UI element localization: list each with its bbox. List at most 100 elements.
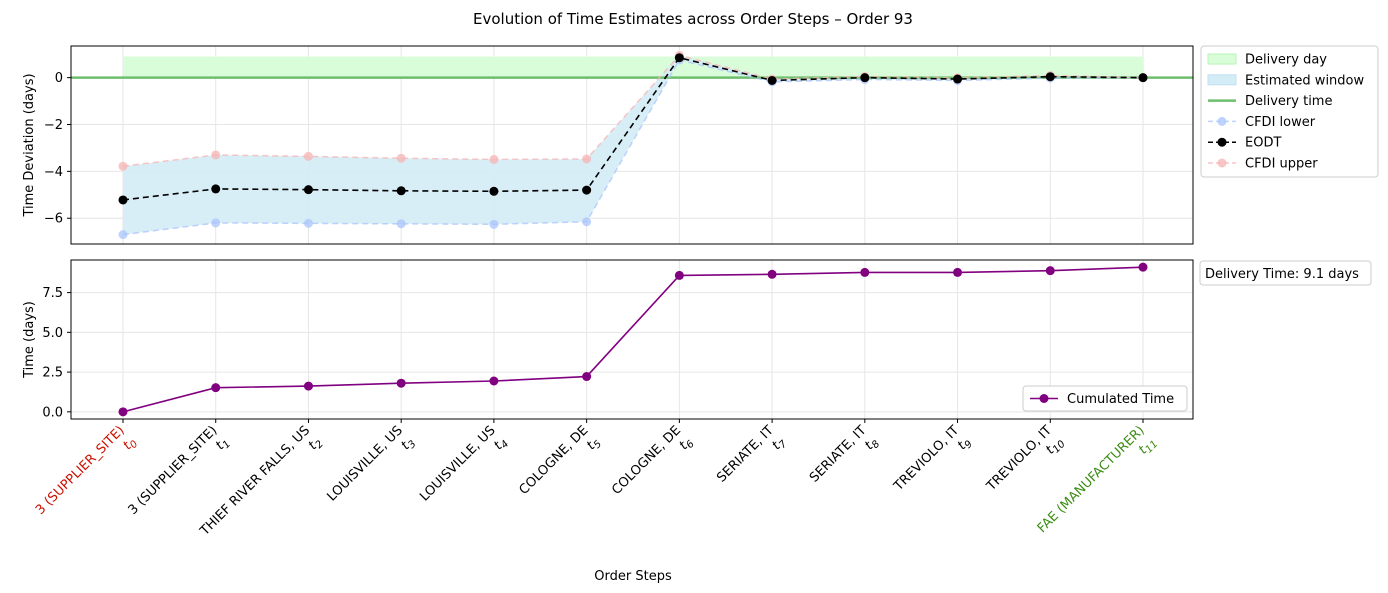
y-tick-label: 0.0 <box>42 405 63 420</box>
legend-marker <box>1039 394 1049 403</box>
estimated-window-area <box>123 55 1143 235</box>
x-tick-name: LOUISVILLE, US <box>325 423 406 504</box>
x-tick-subscript: 2 <box>314 439 326 451</box>
legend-marker <box>1217 158 1227 168</box>
x-tick-name: LOUISVILLE, US <box>417 423 498 504</box>
legend-label: CFDI lower <box>1245 115 1316 130</box>
x-tick-subscript: 10 <box>1051 439 1068 456</box>
y-tick-label: 5.0 <box>42 326 63 341</box>
top-axes-frame <box>70 45 1194 245</box>
y-tick-label: 2.5 <box>42 366 63 381</box>
x-tick-label: FAE (MANUFACTURER)t11 <box>1035 423 1161 536</box>
cfdi-upper-point <box>118 161 128 171</box>
y-tick-label: −6 <box>44 212 63 227</box>
cumulated-time-line <box>122 266 1144 413</box>
cfdi-lower-point <box>211 218 221 228</box>
top-y-axis-label: Time Deviation (days) <box>22 73 37 217</box>
x-tick-name: FAE (MANUFACTURER) <box>1035 423 1148 536</box>
eodt-point <box>860 73 870 83</box>
top-fills <box>71 55 1193 235</box>
legend-marker <box>1217 137 1227 147</box>
cumulated-time-point <box>582 372 592 382</box>
legend-swatch <box>1207 74 1237 86</box>
eodt-series <box>118 53 1148 205</box>
legend-label: Cumulated Time <box>1067 392 1174 407</box>
annotation-text: Delivery Time: 9.1 days <box>1205 267 1359 282</box>
cumulated-time-point <box>767 269 777 279</box>
cumulated-time-point <box>953 267 963 277</box>
x-tick-name: COLOGNE, DE <box>517 423 592 498</box>
top-legend: Delivery day Estimated window Delivery tim… <box>1200 45 1379 178</box>
eodt-point <box>582 185 592 195</box>
cumulated-time-point <box>1045 266 1055 276</box>
legend-box <box>1022 385 1188 412</box>
cumulated-time-point <box>303 381 313 391</box>
legend-label: EODT <box>1245 136 1281 151</box>
x-tick-subscript: 6 <box>685 439 697 451</box>
x-tick-subscript: 8 <box>870 439 882 451</box>
eodt-point <box>1138 73 1148 83</box>
cumulated-time-point <box>489 376 499 386</box>
cfdi-upper-point <box>396 153 406 163</box>
bottom-x-ticks: 3 (SUPPLIER_SITE)t03 (SUPPLIER_SITE)t1TH… <box>33 419 1161 539</box>
legend-label: Delivery time <box>1245 94 1332 109</box>
y-tick-label: −4 <box>44 165 63 180</box>
eodt-point <box>674 53 684 63</box>
bottom-axes-frame <box>70 259 1194 420</box>
eodt-point <box>489 186 499 196</box>
x-tick-name: COLOGNE, DE <box>609 423 684 498</box>
y-tick-label: 0 <box>55 71 63 86</box>
cumulated-time-point <box>674 270 684 280</box>
top-y-ticks: 0 −2 −4 −6 <box>44 71 71 227</box>
cfdi-upper-point <box>211 150 221 160</box>
top-panel: 0 −2 −4 −6 Time Deviation (days) <box>22 45 1194 245</box>
x-tick-name: SERIATE, IT <box>807 423 870 486</box>
cfdi-lower-point <box>303 218 313 228</box>
bottom-y-ticks: 0.0 2.5 5.0 7.5 <box>42 286 71 420</box>
eodt-point <box>767 75 777 85</box>
x-tick-subscript: 9 <box>963 439 975 451</box>
x-tick-name: SERIATE, IT <box>714 423 777 486</box>
cumulated-time-point <box>396 378 406 388</box>
bottom-series <box>118 262 1148 417</box>
bottom-y-axis-label: Time (days) <box>22 301 37 379</box>
delivery-time-annotation: Delivery Time: 9.1 days <box>1199 260 1372 286</box>
eodt-point <box>211 184 221 194</box>
bottom-legend: Cumulated Time <box>1022 385 1188 412</box>
cfdi-upper-line <box>122 54 1144 167</box>
cfdi-lower-point <box>118 230 128 240</box>
eodt-point <box>1045 72 1055 82</box>
cumulated-time-point <box>211 383 221 393</box>
x-tick-subscript: 7 <box>777 438 790 451</box>
cfdi-lower-point <box>582 217 592 227</box>
cfdi-lower-point <box>489 219 499 229</box>
legend-label: Estimated window <box>1245 73 1364 88</box>
x-axis-label: Order Steps <box>594 569 672 584</box>
legend-box <box>1200 45 1379 178</box>
eodt-point <box>118 195 128 205</box>
x-tick-subscript: 4 <box>499 439 511 451</box>
bottom-grid <box>71 260 1193 419</box>
eodt-point <box>396 186 406 196</box>
cfdi-upper-point <box>582 154 592 164</box>
legend-label: Delivery day <box>1245 53 1327 68</box>
cumulated-time-point <box>1138 262 1148 272</box>
top-series <box>118 50 1148 240</box>
x-tick-subscript: 1 <box>221 439 233 451</box>
chart-title: Evolution of Time Estimates across Order… <box>473 10 913 28</box>
legend-marker <box>1217 116 1227 126</box>
eodt-line <box>122 56 1144 201</box>
cumulated-time-point <box>860 267 870 277</box>
delivery-day-band <box>123 56 1143 78</box>
legend-swatch <box>1207 53 1237 65</box>
eodt-point <box>303 185 313 195</box>
x-tick-name: TREVIOLO, IT <box>891 423 963 495</box>
